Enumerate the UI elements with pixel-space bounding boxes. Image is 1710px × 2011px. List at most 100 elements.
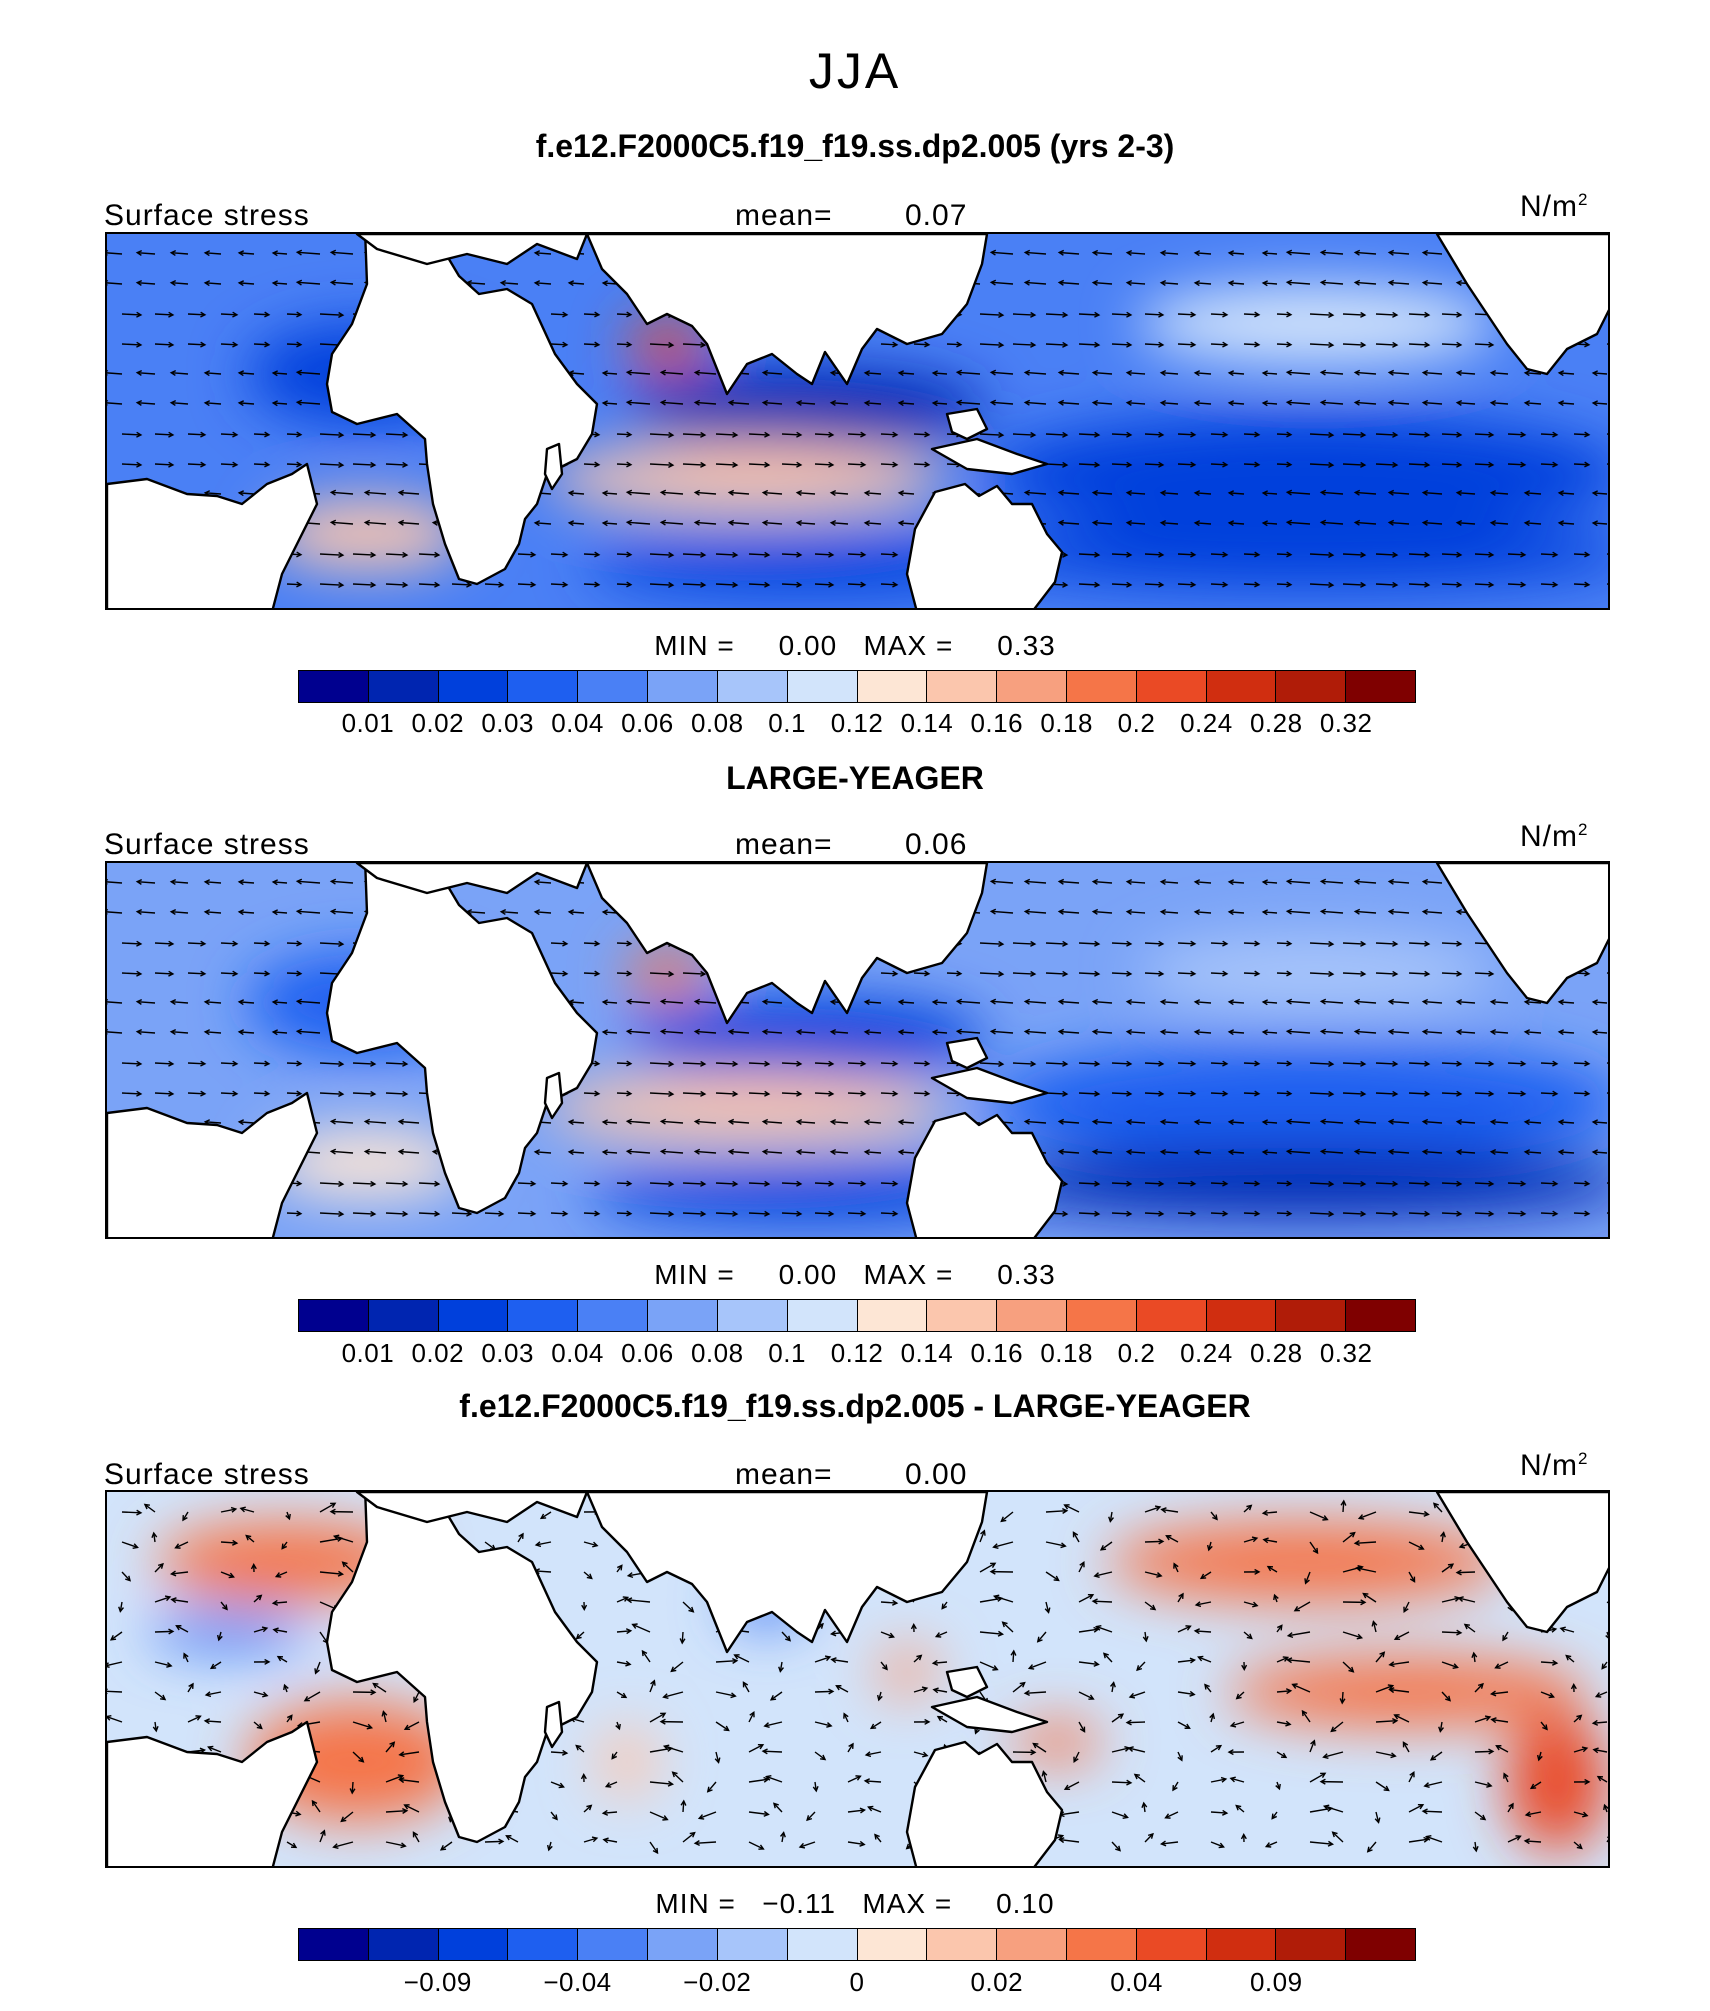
stress-arrowhead <box>1094 461 1101 468</box>
colorbar-swatch <box>857 1300 928 1331</box>
stress-arrowhead <box>761 399 769 406</box>
stress-arrow <box>1111 1182 1131 1185</box>
stress-arrow <box>1441 1631 1461 1634</box>
stress-arrowhead <box>237 490 245 497</box>
stress-arrowhead <box>1360 1210 1367 1217</box>
stress-arrowhead <box>860 461 867 468</box>
stress-arrow <box>365 491 387 495</box>
stress-arrow <box>1375 1781 1390 1791</box>
stress-arrowhead <box>1456 1210 1463 1217</box>
colorbar-swatch <box>368 671 439 702</box>
stress-arrowhead <box>1488 551 1495 558</box>
stress-arrow <box>1309 1062 1333 1065</box>
stress-arrow <box>1093 1120 1113 1124</box>
stress-arrow <box>137 1030 156 1034</box>
stress-arrowhead <box>1057 1118 1065 1125</box>
stress-arrowhead <box>733 1654 740 1660</box>
stress-arrowhead <box>264 311 271 318</box>
stress-arrow <box>569 1121 585 1124</box>
stress-arrowhead <box>1185 1625 1192 1631</box>
stress-arrowhead <box>828 1688 835 1695</box>
stress-arrow <box>814 1781 817 1792</box>
stress-arrow <box>297 880 321 884</box>
stress-arrowhead <box>1172 1785 1178 1792</box>
stress-arrow <box>286 313 301 316</box>
colorbar-tick-label: 0.24 <box>1180 1338 1233 1368</box>
stress-arrow <box>365 521 387 525</box>
stress-arrow <box>715 1751 720 1763</box>
stress-arrow <box>1342 1661 1354 1673</box>
stress-arrow <box>517 553 535 556</box>
stress-arrow <box>1267 1566 1278 1573</box>
stress-arrow <box>1195 372 1212 375</box>
stress-arrowhead <box>1520 1210 1527 1217</box>
colorbar-swatch <box>1206 1929 1277 1960</box>
stress-arrow <box>603 492 618 495</box>
stress-arrow <box>1078 583 1099 586</box>
stress-arrow <box>1229 881 1245 884</box>
stress-arrowhead <box>1424 341 1431 348</box>
stress-arrow <box>385 433 407 436</box>
stress-arrowhead <box>1455 279 1463 286</box>
stress-arrow <box>1330 1721 1344 1732</box>
stress-arrowhead <box>1147 1832 1154 1839</box>
stress-arrowhead <box>828 431 835 438</box>
colorbar-swatch <box>578 671 649 702</box>
stress-arrow <box>220 972 237 975</box>
stress-arrow <box>119 1601 123 1612</box>
stress-arrow <box>734 1654 750 1663</box>
stress-arrowhead <box>1584 341 1591 348</box>
stress-arrowhead <box>498 1210 505 1217</box>
stress-arrow <box>1507 1182 1525 1185</box>
stress-arrow <box>1423 1810 1443 1813</box>
stress-arrow <box>1127 1000 1146 1004</box>
stress-arrow <box>1078 313 1099 316</box>
stress-arrow <box>695 1841 717 1844</box>
stress-arrow <box>979 972 1003 975</box>
stress-arrow <box>1229 252 1245 255</box>
stress-arrowhead <box>1328 1210 1335 1217</box>
stress-arrow <box>1109 1511 1113 1522</box>
stress-arrowhead <box>1254 461 1261 468</box>
stress-arrowhead <box>232 970 239 977</box>
stress-arrowhead <box>668 1090 675 1097</box>
stress-arrow <box>1134 1773 1146 1783</box>
stress-arrowhead <box>562 1749 569 1756</box>
stress-arrowhead <box>1387 279 1395 286</box>
stress-arrowhead <box>135 998 143 1005</box>
stress-arrow <box>253 1627 268 1633</box>
stress-arrowhead <box>1062 341 1069 348</box>
stress-arrow <box>273 372 288 375</box>
stress-arrow <box>1309 463 1333 466</box>
stress-arrowhead <box>1062 311 1069 318</box>
stress-arrowhead <box>1360 940 1367 947</box>
stress-arrowhead <box>567 280 575 287</box>
stress-arrow <box>583 583 599 586</box>
stress-arrow <box>583 553 599 556</box>
stress-arrowhead <box>338 940 345 947</box>
stress-anomaly-blob <box>977 519 1608 589</box>
stress-arrow <box>649 1811 668 1821</box>
stress-arrowhead <box>329 1148 337 1155</box>
stress-arrowhead <box>1136 1665 1143 1672</box>
stress-arrow <box>1606 343 1608 345</box>
stress-arrowhead <box>1520 1180 1527 1187</box>
stress-arrow <box>1144 972 1163 975</box>
stress-arrow <box>1025 880 1047 884</box>
stress-arrowhead <box>203 370 211 377</box>
stress-arrow <box>797 1120 816 1124</box>
panel-2-min-value: 0.00 <box>778 1259 838 1290</box>
stress-arrowhead <box>795 489 803 496</box>
stress-arrow <box>1375 1212 1397 1215</box>
panel-3-min-label: MIN = <box>655 1888 736 1919</box>
stress-arrowhead <box>370 1180 377 1187</box>
stress-arrow <box>1573 1714 1582 1723</box>
stress-arrow <box>154 1691 166 1701</box>
stress-arrow <box>1263 282 1278 285</box>
stress-arrow <box>1507 463 1525 466</box>
stress-arrow <box>1321 281 1344 285</box>
stress-arrow <box>1342 463 1365 466</box>
stress-arrow <box>220 942 237 945</box>
stress-arrow <box>1093 1600 1113 1603</box>
stress-arrowhead <box>1552 431 1559 438</box>
